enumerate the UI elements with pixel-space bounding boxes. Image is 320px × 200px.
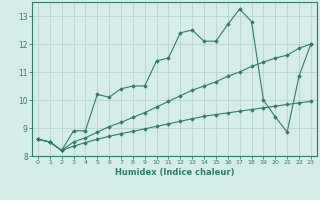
X-axis label: Humidex (Indice chaleur): Humidex (Indice chaleur) (115, 168, 234, 177)
